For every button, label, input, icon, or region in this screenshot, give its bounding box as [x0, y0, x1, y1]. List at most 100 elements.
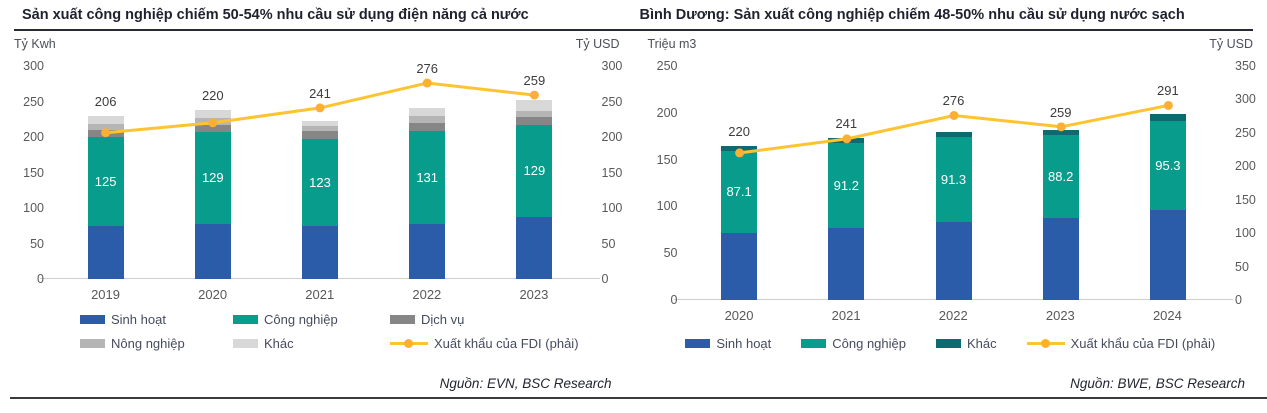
bar-segment-cong-nghiep: 88.2	[1042, 135, 1079, 218]
bar-segment-khac	[409, 107, 446, 117]
bar-segment-sinh-hoat	[194, 223, 231, 279]
legend-item-dich-vu: Dịch vụ	[390, 312, 634, 327]
legend-line-swatch	[390, 339, 428, 348]
chart-title: Sản xuất công nghiệp chiếm 50-54% nhu cầ…	[22, 7, 529, 23]
x-axis-category-label: 2022	[412, 287, 442, 302]
line-marker	[208, 118, 218, 128]
bar-segment-dich-vu	[409, 122, 446, 131]
axis-units-row: Triệu m3 Tỷ USD	[634, 37, 1267, 51]
bar-segment-khac	[516, 100, 553, 111]
left-axis-unit: Triệu m3	[647, 37, 697, 51]
y-axis-tick-label-left: 200	[23, 130, 44, 144]
legend-item-khac: Khác	[936, 336, 997, 351]
bar-value-label: 95.3	[1155, 158, 1181, 174]
page-bottom-divider	[10, 397, 1267, 399]
y-axis-tick-label-right: 300	[601, 59, 623, 73]
legend-item-sinh-hoat: Sinh hoạt	[685, 336, 771, 351]
legend-swatch	[80, 315, 105, 324]
x-axis-category-label: 2019	[91, 287, 120, 302]
y-axis-tick-label-right: 150	[601, 165, 623, 180]
line-marker	[1056, 122, 1066, 132]
bar-value-label: 91.3	[940, 172, 967, 188]
y-axis-tick-label-left: 250	[23, 94, 44, 109]
bar-segment-sinh-hoat	[1042, 217, 1079, 300]
legend-label: Xuất khẩu của FDI (phải)	[434, 336, 579, 351]
right-axis-unit: Tỷ USD	[1209, 37, 1253, 51]
bar-segment-cong-nghiep: 91.2	[828, 142, 865, 228]
legend-swatch	[233, 315, 258, 324]
left-axis-unit: Tỷ Kwh	[14, 37, 56, 51]
legend-label: Dịch vụ	[421, 312, 465, 327]
bar-segment-khac	[1042, 129, 1079, 136]
x-axis-category-label: 2020	[724, 308, 754, 323]
bar-segment-khac	[935, 132, 972, 137]
x-axis-labels: 2020 2021 2022 2023 2024	[634, 308, 1267, 323]
legend-label: Khác	[967, 336, 997, 351]
legend-item-xuat-khau-cua-fdi-phai: Xuất khẩu của FDI (phải)	[1026, 336, 1216, 351]
y-axis-tick-label-left: 100	[23, 201, 44, 215]
line-value-label: 220	[201, 88, 224, 104]
legend-item-khac: Khác	[233, 336, 390, 351]
line-value-label: 276	[416, 61, 439, 77]
y-axis-tick-label-right: 250	[601, 94, 623, 109]
y-axis-tick-label-right: 0	[601, 272, 609, 286]
bar-segment-sinh-hoat	[828, 227, 865, 300]
legend-swatch	[801, 339, 827, 348]
legend-label: Sinh hoạt	[111, 312, 166, 327]
bar-segment-cong-nghiep: 123	[302, 139, 338, 227]
line-marker	[841, 134, 851, 144]
x-axis-category-label: 2023	[519, 287, 549, 302]
y-axis-tick-label-left: 50	[30, 236, 44, 251]
line-value-label: 220	[728, 124, 750, 140]
legend-line-marker	[404, 339, 413, 348]
bar-segment-khac	[302, 121, 338, 127]
bar-value-label: 88.2	[1048, 168, 1074, 184]
bar-value-label: 129	[523, 163, 546, 179]
y-axis-tick-label-right: 350	[1235, 59, 1256, 73]
axis-units-row: Tỷ Kwh Tỷ USD	[0, 37, 634, 51]
line-marker	[949, 110, 958, 120]
y-axis-tick-label-left: 200	[656, 105, 678, 120]
electricity-chart-plot: 0 50 100 150 200 250 300 0 50 100 150 200 250 300 125 1…	[0, 59, 634, 286]
water-chart-plot: 0 50 100 150 200 250 0 50 100 150 200 250 300 350 87.1…	[634, 59, 1267, 307]
legend-label: Xuất khẩu của FDI (phải)	[1070, 336, 1216, 351]
y-axis-tick-label-right: 0	[1235, 293, 1242, 307]
legend-swatch	[390, 315, 415, 324]
legend-swatch	[936, 339, 961, 348]
bar-segment-nong-nghiep	[87, 123, 124, 130]
bar-segment-nong-nghiep	[409, 116, 446, 123]
y-axis-tick-label-right: 200	[601, 130, 623, 144]
y-axis-tick-label-right: 150	[1235, 192, 1256, 207]
title-divider	[633, 29, 1253, 31]
y-axis-tick-label-left: 300	[23, 59, 44, 73]
y-axis-tick-label-right: 250	[1235, 125, 1256, 140]
bar-segment-sinh-hoat	[516, 216, 553, 279]
report-charts-page: Sản xuất công nghiệp chiếm 50-54% nhu cầ…	[0, 0, 1267, 397]
bar-segment-cong-nghiep: 131	[409, 130, 446, 224]
line-value-label: 259	[1049, 104, 1072, 120]
bar-segment-dich-vu	[516, 117, 553, 125]
line-value-label: 241	[835, 116, 858, 132]
bar-value-label: 125	[94, 173, 117, 189]
bar-segment-nong-nghiep	[302, 126, 338, 132]
y-axis-tick-label-left: 50	[663, 246, 678, 261]
legend-swatch	[685, 339, 711, 348]
y-axis-tick-label-left: 100	[656, 199, 678, 214]
y-axis-tick-label-right: 100	[1235, 226, 1256, 241]
legend-line-marker	[1040, 339, 1050, 348]
bar-segment-cong-nghiep: 129	[516, 124, 553, 217]
x-axis-category-label: 2022	[938, 308, 968, 323]
line-marker	[315, 103, 325, 113]
line-marker	[734, 148, 744, 158]
legend-item-xuat-khau-cua-fdi-phai: Xuất khẩu của FDI (phải)	[390, 336, 634, 351]
y-axis-tick-label-right: 200	[1235, 159, 1256, 174]
bar-value-label: 91.2	[833, 177, 859, 193]
fdi-export-line	[101, 78, 539, 138]
legend-swatch	[80, 339, 105, 348]
electricity-chart-panel: Sản xuất công nghiệp chiếm 50-54% nhu cầ…	[0, 0, 634, 397]
legend-item-cong-nghiep: Công nghiệp	[801, 336, 906, 351]
chart-legend: Sinh hoạt Công nghiệp Khác Xuất khẩu của FD…	[634, 336, 1267, 351]
chart-legend: Sinh hoạt Công nghiệp Dịch vụ Nông nghiệp Kh…	[80, 312, 634, 351]
legend-label: Công nghiệp	[264, 312, 338, 327]
right-axis-unit: Tỷ USD	[575, 37, 620, 51]
